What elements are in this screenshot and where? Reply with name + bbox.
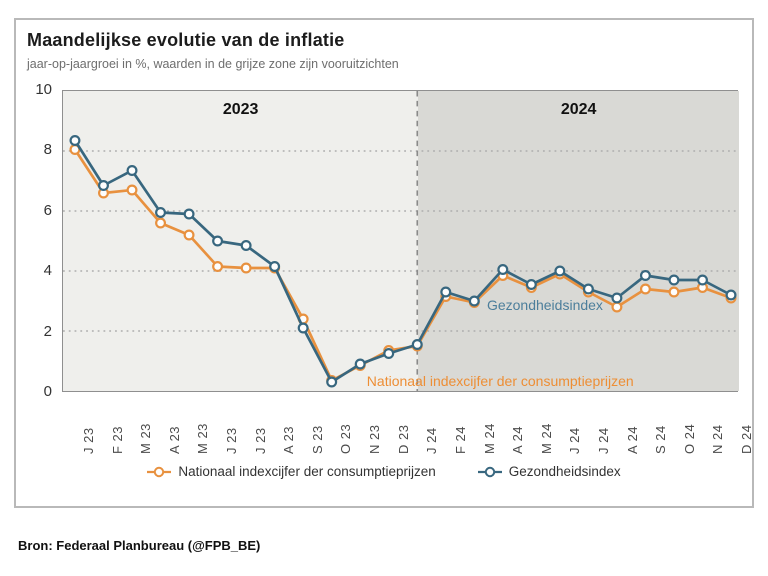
legend-item: Nationaal indexcijfer der consumptieprij… — [147, 464, 436, 479]
data-point-marker — [326, 376, 338, 388]
chart-legend: Nationaal indexcijfer der consumptieprij… — [16, 464, 752, 479]
x-tick-label: F 24 — [452, 425, 468, 454]
x-tick-label: A 23 — [281, 425, 297, 454]
data-point-marker — [582, 283, 594, 295]
chart-subtitle: jaar-op-jaargroei in %, waarden in de gr… — [27, 57, 399, 71]
data-point-marker — [183, 229, 195, 241]
series-label: Nationaal indexcijfer der consumptieprij… — [366, 373, 634, 390]
data-point-marker — [525, 279, 537, 290]
data-point-marker — [98, 180, 109, 191]
y-tick-label: 2 — [43, 322, 52, 340]
forecast-zone-2024 — [418, 91, 739, 391]
x-tick-label: F 23 — [109, 425, 125, 454]
x-tick-label: S 23 — [309, 425, 325, 454]
data-point-marker — [668, 286, 680, 298]
legend-marker-icon — [147, 466, 172, 477]
data-point-marker — [126, 184, 138, 196]
x-tick-label: M 24 — [538, 423, 554, 454]
x-tick-label: D 24 — [739, 424, 754, 454]
data-point-marker — [212, 261, 224, 272]
data-point-marker — [212, 235, 224, 247]
data-point-marker — [468, 295, 480, 307]
data-point-marker — [639, 283, 651, 295]
data-point-marker — [155, 207, 167, 218]
series-line — [73, 139, 733, 384]
x-tick-label: J 23 — [224, 427, 240, 454]
x-tick-label: N 23 — [367, 424, 383, 454]
data-point-marker — [240, 262, 252, 274]
legend-marker-icon — [477, 466, 502, 477]
x-tick-label: J 23 — [81, 427, 96, 454]
x-tick-label: A 23 — [166, 425, 182, 454]
y-tick-label: 0 — [43, 383, 52, 400]
plot-area: 2023 2024 Gezondheidsindex Nationaal index… — [62, 90, 739, 392]
data-point-marker — [69, 135, 81, 146]
data-point-marker — [155, 217, 167, 229]
data-point-marker — [497, 264, 509, 275]
data-point-marker — [183, 208, 195, 220]
series-label: Gezondheidsindex — [486, 297, 603, 314]
data-point-marker — [554, 265, 566, 277]
year-label-2023: 2023 — [222, 101, 259, 118]
x-tick-label: M 23 — [195, 423, 211, 454]
data-point-marker — [126, 165, 138, 176]
series-line — [73, 148, 733, 382]
y-tick-label: 4 — [43, 262, 52, 280]
data-point-marker — [611, 301, 623, 313]
data-point-marker — [269, 261, 281, 272]
data-point-marker — [240, 240, 252, 251]
data-point-marker — [440, 286, 452, 298]
legend-item: Gezondheidsindex — [477, 464, 621, 479]
data-point-marker — [411, 339, 423, 350]
source-credit: Bron: Federaal Planbureau (@FPB_BE) — [18, 538, 261, 553]
y-tick-label: 8 — [43, 141, 52, 159]
year-label-2024: 2024 — [560, 101, 597, 118]
data-point-marker — [697, 274, 708, 286]
forecast-zone-2023 — [63, 91, 419, 391]
x-tick-label: O 23 — [338, 423, 354, 454]
y-tick-label: 10 — [35, 81, 52, 98]
x-tick-label: N 24 — [710, 424, 726, 454]
x-tick-label: M 24 — [481, 423, 497, 454]
x-tick-label: J 23 — [252, 427, 268, 454]
x-tick-label: D 23 — [395, 424, 411, 454]
data-point-marker — [668, 274, 680, 286]
data-point-marker — [611, 292, 623, 304]
legend-item-label: Nationaal indexcijfer der consumptieprij… — [178, 464, 436, 479]
line-chart-svg — [63, 91, 737, 391]
x-tick-label: M 23 — [138, 423, 154, 454]
x-tick-label: S 24 — [653, 425, 669, 454]
x-tick-label: A 24 — [510, 425, 526, 454]
data-point-marker — [383, 348, 395, 359]
chart-card: Maandelijkse evolutie van de inflatie ja… — [14, 18, 754, 508]
x-tick-label: A 24 — [624, 425, 640, 454]
data-point-marker — [639, 270, 651, 281]
data-point-marker — [725, 289, 737, 301]
x-tick-label: J 24 — [595, 427, 611, 454]
chart-title: Maandelijkse evolutie van de inflatie — [27, 30, 345, 50]
x-tick-label: J 24 — [424, 427, 440, 454]
legend-item-label: Gezondheidsindex — [508, 464, 621, 479]
x-tick-label: O 24 — [681, 423, 697, 454]
x-tick-label: J 24 — [567, 427, 583, 454]
data-point-marker — [354, 358, 366, 370]
data-point-marker — [297, 322, 309, 334]
y-tick-label: 6 — [43, 201, 52, 219]
